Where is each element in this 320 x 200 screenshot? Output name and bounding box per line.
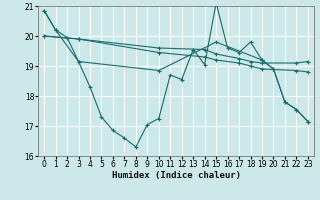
X-axis label: Humidex (Indice chaleur): Humidex (Indice chaleur)	[111, 171, 241, 180]
